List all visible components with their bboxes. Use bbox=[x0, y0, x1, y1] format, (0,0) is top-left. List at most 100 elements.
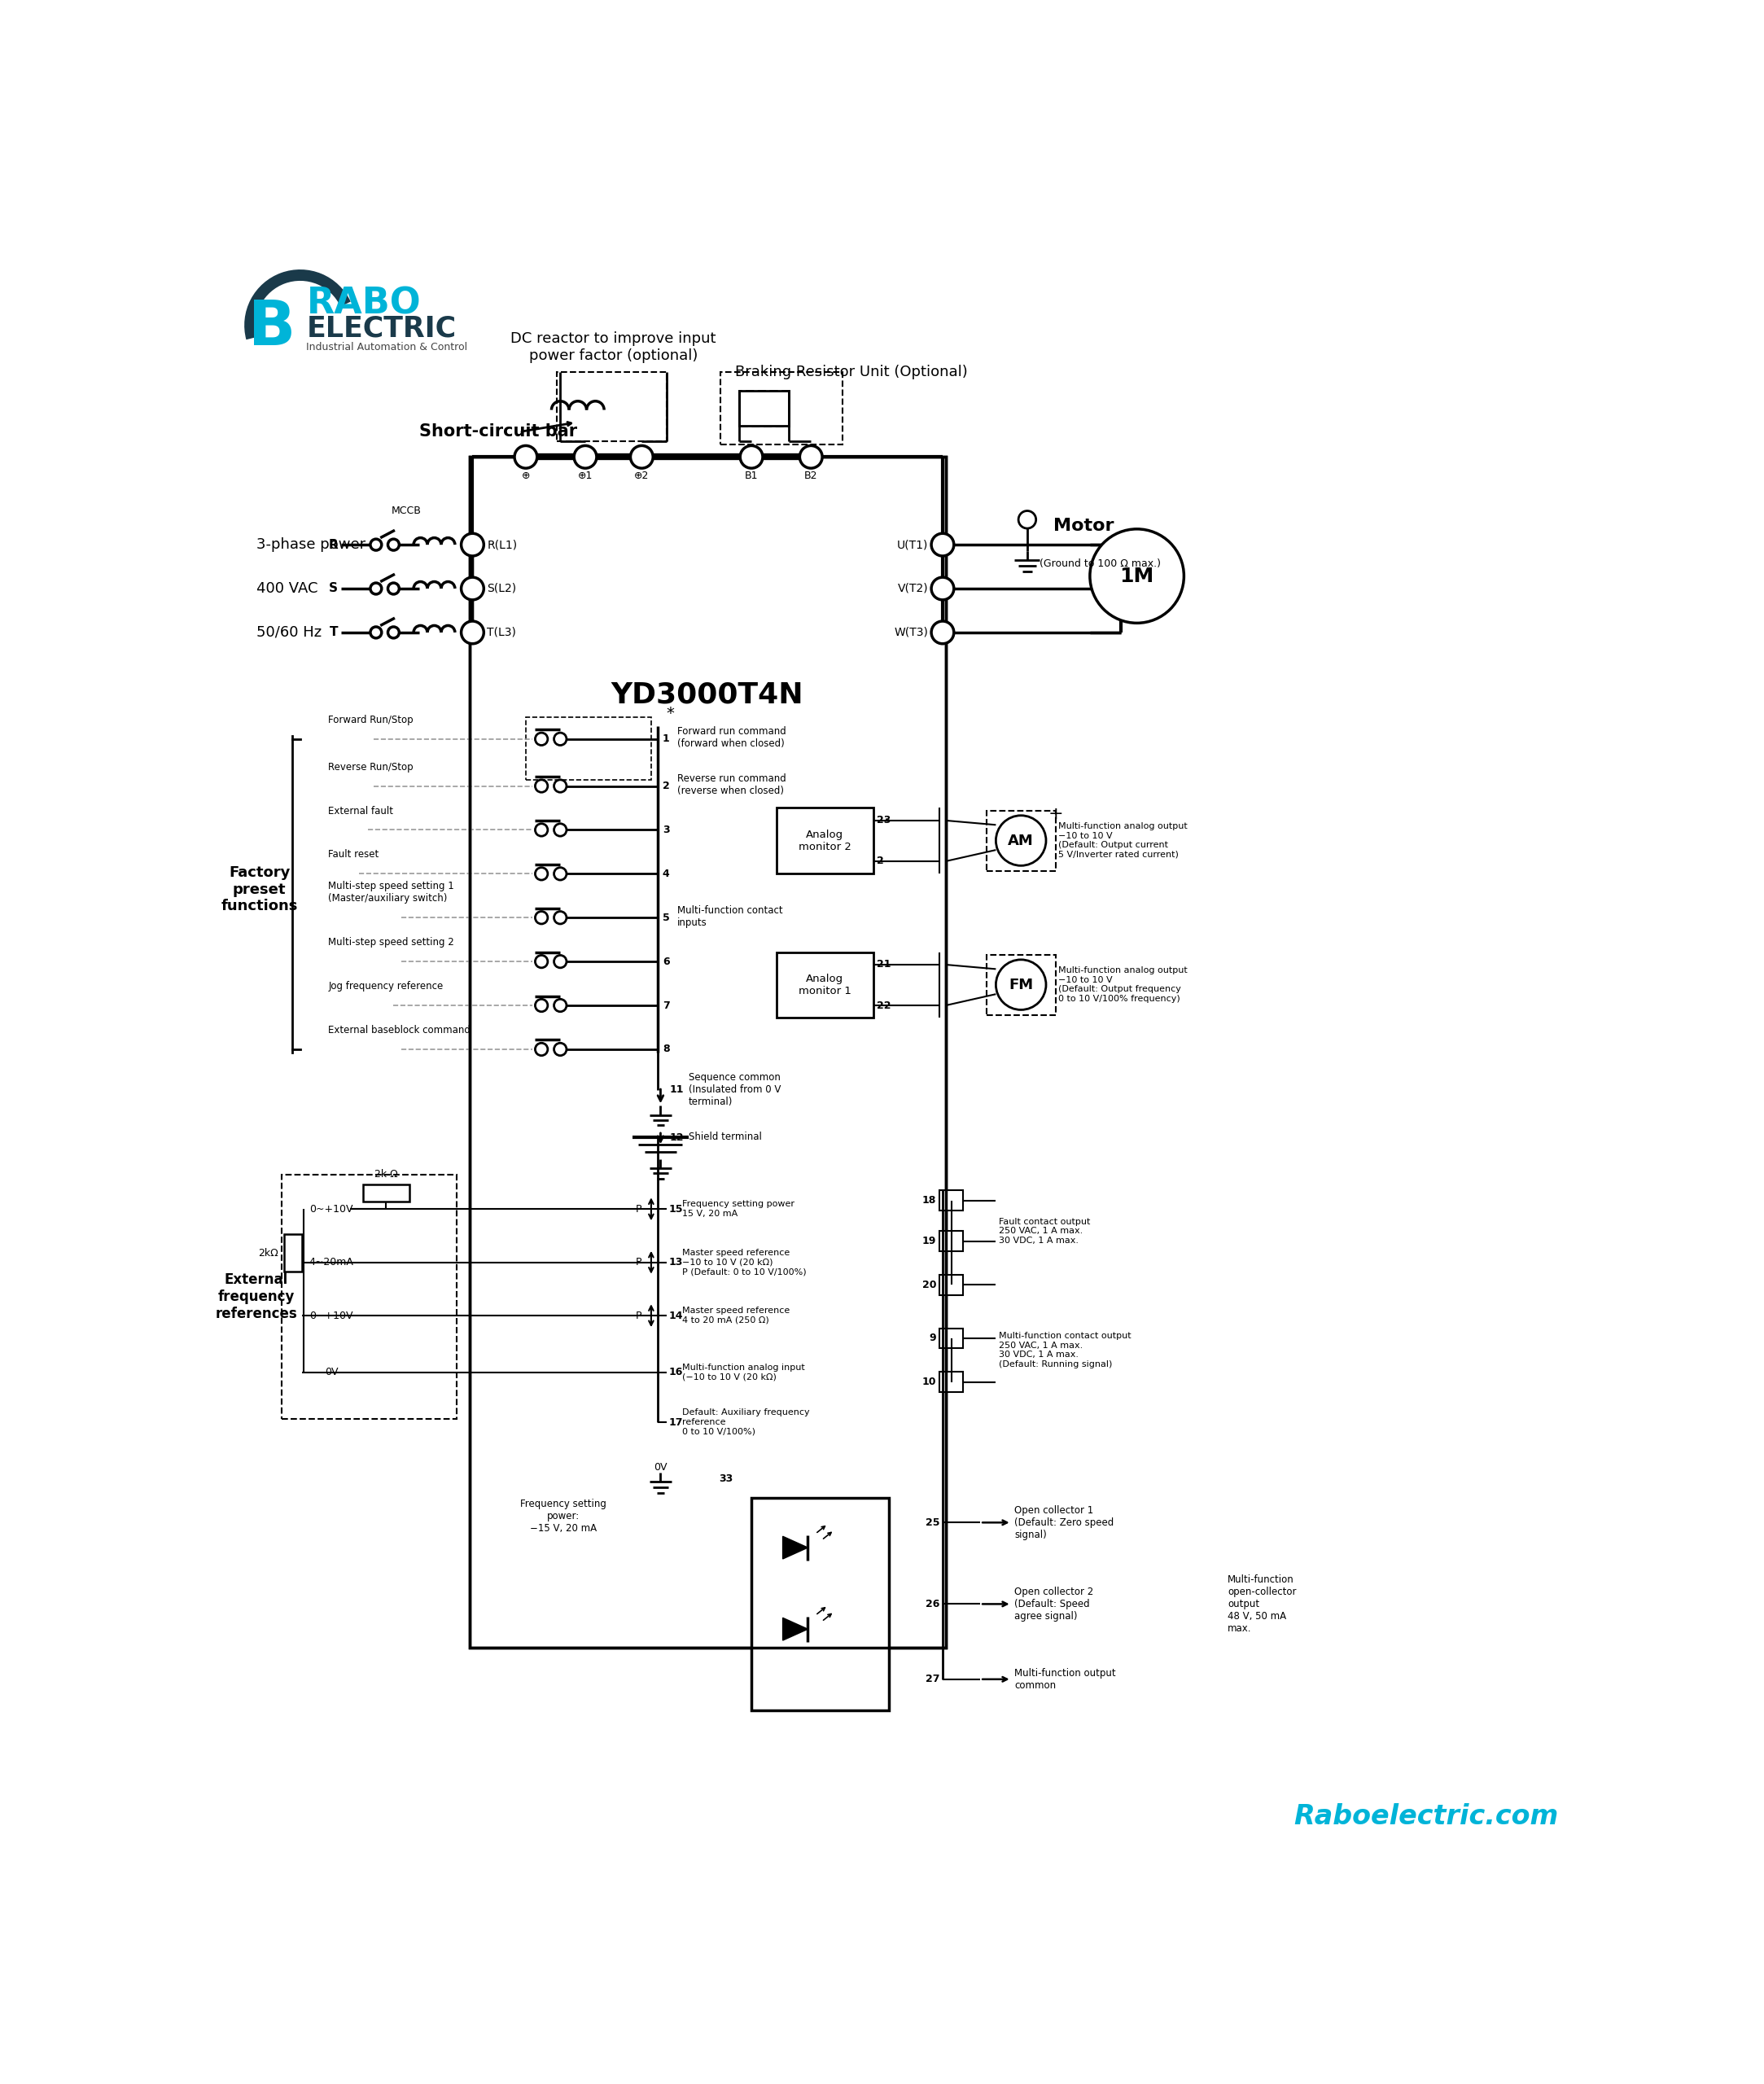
Circle shape bbox=[554, 1042, 566, 1057]
Circle shape bbox=[460, 577, 483, 600]
Bar bbox=[940, 1371, 963, 1392]
Circle shape bbox=[573, 446, 596, 469]
Text: External
frequency
references: External frequency references bbox=[215, 1273, 298, 1321]
Polygon shape bbox=[783, 1617, 808, 1640]
Circle shape bbox=[1090, 529, 1184, 623]
Circle shape bbox=[554, 867, 566, 879]
Text: Multi-function analog output
−10 to 10 V
(Default: Output current
5 V/Inverter r: Multi-function analog output −10 to 10 V… bbox=[1058, 823, 1187, 859]
Circle shape bbox=[554, 998, 566, 1011]
Text: 400 VAC: 400 VAC bbox=[256, 581, 318, 596]
Text: 3: 3 bbox=[663, 825, 670, 836]
Text: Reverse run command
(reverse when closed): Reverse run command (reverse when closed… bbox=[677, 773, 787, 796]
Text: Industrial Automation & Control: Industrial Automation & Control bbox=[307, 342, 467, 352]
Circle shape bbox=[388, 584, 399, 594]
Text: B: B bbox=[249, 298, 296, 358]
Text: Multi-step speed setting 1
(Master/auxiliary switch): Multi-step speed setting 1 (Master/auxil… bbox=[328, 882, 455, 904]
Text: S: S bbox=[328, 581, 337, 594]
Text: U(T1): U(T1) bbox=[896, 540, 928, 550]
Text: Analog
monitor 1: Analog monitor 1 bbox=[799, 973, 852, 996]
Circle shape bbox=[931, 621, 954, 644]
Bar bbox=[720, 373, 841, 444]
Bar bbox=[739, 392, 789, 425]
Bar bbox=[557, 373, 667, 442]
Text: 1: 1 bbox=[663, 734, 670, 744]
Bar bbox=[469, 456, 946, 1648]
Text: 4: 4 bbox=[663, 869, 670, 879]
Text: *: * bbox=[667, 706, 674, 721]
Text: FM: FM bbox=[1009, 977, 1034, 992]
Circle shape bbox=[630, 446, 653, 469]
Circle shape bbox=[554, 911, 566, 923]
Text: 2: 2 bbox=[877, 857, 884, 867]
Text: 0V: 0V bbox=[325, 1367, 339, 1378]
Text: Multi-function analog output
−10 to 10 V
(Default: Output frequency
0 to 10 V/10: Multi-function analog output −10 to 10 V… bbox=[1058, 967, 1187, 1002]
Text: DC reactor to improve input
power factor (optional): DC reactor to improve input power factor… bbox=[512, 331, 716, 363]
Bar bbox=[776, 952, 873, 1017]
Text: (Ground to 100 Ω max.): (Ground to 100 Ω max.) bbox=[1039, 559, 1161, 569]
Text: T(L3): T(L3) bbox=[487, 627, 517, 638]
Text: T: T bbox=[330, 627, 337, 638]
Circle shape bbox=[534, 1042, 547, 1057]
Text: 22: 22 bbox=[877, 1000, 891, 1011]
Text: 13: 13 bbox=[669, 1257, 683, 1267]
Text: Open collector 1
(Default: Zero speed
signal): Open collector 1 (Default: Zero speed si… bbox=[1014, 1505, 1115, 1540]
Circle shape bbox=[554, 779, 566, 792]
Circle shape bbox=[370, 540, 381, 550]
Text: P: P bbox=[635, 1257, 642, 1267]
Text: Open collector 2
(Default: Speed
agree signal): Open collector 2 (Default: Speed agree s… bbox=[1014, 1586, 1094, 1621]
Circle shape bbox=[388, 540, 399, 550]
Text: 5: 5 bbox=[663, 913, 670, 923]
Text: Master speed reference
−10 to 10 V (20 kΩ)
P (Default: 0 to 10 V/100%): Master speed reference −10 to 10 V (20 k… bbox=[683, 1248, 806, 1275]
Text: Shield terminal: Shield terminal bbox=[688, 1132, 762, 1142]
Bar bbox=[284, 1234, 302, 1271]
Text: Fault contact output
250 VAC, 1 A max.
30 VDC, 1 A max.: Fault contact output 250 VAC, 1 A max. 3… bbox=[998, 1217, 1090, 1244]
Text: Short-circuit bar: Short-circuit bar bbox=[420, 423, 577, 440]
Text: 19: 19 bbox=[923, 1236, 937, 1246]
Bar bbox=[940, 1190, 963, 1211]
Text: Sequence common
(Insulated from 0 V
terminal): Sequence common (Insulated from 0 V term… bbox=[688, 1073, 781, 1107]
Circle shape bbox=[997, 959, 1046, 1011]
Circle shape bbox=[388, 627, 399, 638]
Text: Raboelectric.com: Raboelectric.com bbox=[1293, 1803, 1558, 1830]
Text: 2k Ω: 2k Ω bbox=[374, 1169, 397, 1180]
Text: ⊕1: ⊕1 bbox=[579, 471, 593, 481]
Text: 2kΩ: 2kΩ bbox=[258, 1248, 279, 1259]
Text: W(T3): W(T3) bbox=[894, 627, 928, 638]
Bar bbox=[526, 717, 651, 779]
Text: V(T2): V(T2) bbox=[898, 584, 928, 594]
Text: Analog
monitor 2: Analog monitor 2 bbox=[799, 829, 852, 852]
Circle shape bbox=[370, 584, 381, 594]
Text: 18: 18 bbox=[923, 1194, 937, 1207]
Text: 11: 11 bbox=[670, 1086, 684, 1096]
Text: Multi-function contact
inputs: Multi-function contact inputs bbox=[677, 904, 783, 927]
Text: 25: 25 bbox=[926, 1517, 940, 1528]
Text: External fault: External fault bbox=[328, 807, 393, 817]
Circle shape bbox=[799, 446, 822, 469]
Text: 9: 9 bbox=[930, 1334, 937, 1344]
Text: +: + bbox=[1048, 807, 1064, 823]
Text: Frequency setting
power:
−15 V, 20 mA: Frequency setting power: −15 V, 20 mA bbox=[520, 1498, 607, 1534]
Text: AM: AM bbox=[1007, 834, 1034, 848]
Text: 17: 17 bbox=[669, 1417, 683, 1428]
Text: MCCB: MCCB bbox=[392, 506, 422, 517]
Text: 20: 20 bbox=[923, 1280, 937, 1290]
Circle shape bbox=[741, 446, 762, 469]
Text: Jog frequency reference: Jog frequency reference bbox=[328, 982, 443, 992]
Bar bbox=[280, 1175, 457, 1419]
Text: 6: 6 bbox=[663, 957, 670, 967]
Text: YD3000T4N: YD3000T4N bbox=[612, 681, 804, 709]
Circle shape bbox=[931, 534, 954, 556]
Text: 1M: 1M bbox=[1120, 567, 1154, 586]
Circle shape bbox=[931, 577, 954, 600]
Bar bbox=[940, 1275, 963, 1294]
Bar bbox=[739, 392, 789, 425]
Text: P: P bbox=[635, 1205, 642, 1215]
Text: 0~+10V: 0~+10V bbox=[310, 1205, 353, 1215]
Circle shape bbox=[515, 446, 536, 469]
Text: Master speed reference
4 to 20 mA (250 Ω): Master speed reference 4 to 20 mA (250 Ω… bbox=[683, 1307, 790, 1325]
Text: P: P bbox=[635, 1311, 642, 1321]
Text: 23: 23 bbox=[877, 815, 891, 825]
Text: 12: 12 bbox=[670, 1134, 684, 1144]
Text: Multi-function
open-collector
output
48 V, 50 mA
max.: Multi-function open-collector output 48 … bbox=[1228, 1573, 1297, 1634]
Circle shape bbox=[554, 823, 566, 836]
